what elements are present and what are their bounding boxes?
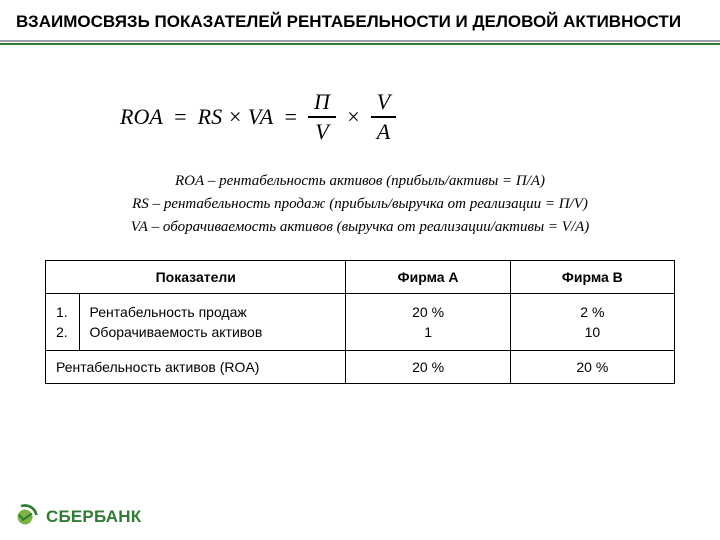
footer-brand: СБЕРБАНК bbox=[12, 504, 141, 530]
cell-firm-b: 20 % bbox=[510, 351, 674, 384]
header-firm-b: Фирма В bbox=[510, 260, 674, 293]
table-row: Рентабельность активов (ROA) 20 % 20 % bbox=[46, 351, 675, 384]
rule-green bbox=[0, 43, 720, 45]
sberbank-logo-icon bbox=[12, 504, 38, 530]
frac-bar bbox=[308, 116, 336, 117]
formula-lhs: ROA bbox=[120, 104, 163, 130]
frac-den: V bbox=[309, 120, 334, 144]
table-header-row: Показатели Фирма А Фирма В bbox=[46, 260, 675, 293]
def-symbol: RS bbox=[132, 196, 149, 212]
rule-gray bbox=[0, 40, 720, 42]
frac-num: V bbox=[371, 90, 396, 114]
def-symbol: ROA bbox=[175, 173, 204, 189]
row-indicator-labels: Рентабельность продаж Оборачиваемость ак… bbox=[79, 293, 346, 351]
formula-frac-pi-v: П V bbox=[308, 90, 336, 144]
def-text: – рентабельность продаж (прибыль/выручка… bbox=[149, 196, 588, 212]
frac-den: A bbox=[371, 120, 396, 144]
formula-mid: RS × VA bbox=[198, 104, 274, 130]
comparison-table: Показатели Фирма А Фирма В 1. 2. Рентабе… bbox=[45, 260, 675, 385]
definition-rs: RS – рентабельность продаж (прибыль/выру… bbox=[30, 193, 690, 216]
def-text: – рентабельность активов (прибыль/активы… bbox=[204, 173, 545, 189]
row-numbers: 1. 2. bbox=[46, 293, 80, 351]
header-firm-a: Фирма А bbox=[346, 260, 510, 293]
frac-bar bbox=[371, 116, 396, 117]
definition-va: VA – оборачиваемость активов (выручка от… bbox=[30, 216, 690, 239]
formula-times: × bbox=[346, 104, 361, 130]
cell-firm-a: 20 % 1 bbox=[346, 293, 510, 351]
brand-name: СБЕРБАНК bbox=[46, 507, 141, 527]
title-rule bbox=[0, 40, 720, 46]
def-text: – оборачиваемость активов (выручка от ре… bbox=[148, 219, 589, 235]
formula-roa: ROA = RS × VA = П V × V A bbox=[0, 70, 720, 144]
definition-roa: ROA – рентабельность активов (прибыль/ак… bbox=[30, 170, 690, 193]
definitions-block: ROA – рентабельность активов (прибыль/ак… bbox=[30, 170, 690, 240]
table-row: 1. 2. Рентабельность продаж Оборачиваемо… bbox=[46, 293, 675, 351]
frac-num: П bbox=[308, 90, 336, 114]
cell-firm-b: 2 % 10 bbox=[510, 293, 674, 351]
logo-tick bbox=[22, 513, 33, 522]
def-symbol: VA bbox=[131, 219, 148, 235]
formula-eq: = bbox=[283, 104, 298, 130]
formula-eq: = bbox=[173, 104, 188, 130]
slide-title: ВЗАИМОСВЯЗЬ ПОКАЗАТЕЛЕЙ РЕНТАБЕЛЬНОСТИ И… bbox=[0, 0, 720, 40]
cell-firm-a: 20 % bbox=[346, 351, 510, 384]
formula-frac-v-a: V A bbox=[371, 90, 396, 144]
row-roa-label: Рентабельность активов (ROA) bbox=[46, 351, 346, 384]
header-indicators: Показатели bbox=[46, 260, 346, 293]
